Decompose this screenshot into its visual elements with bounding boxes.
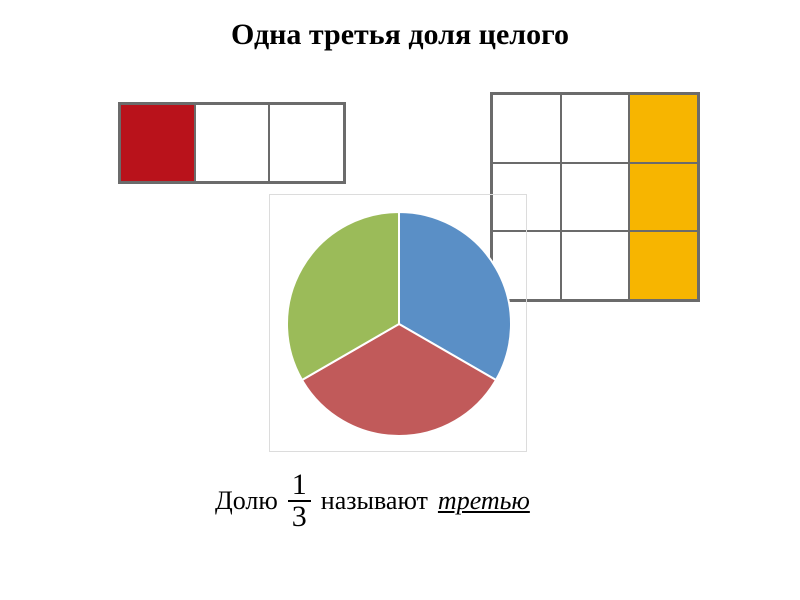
rectangle-thirds xyxy=(118,102,346,184)
page-title: Одна третья доля целого xyxy=(0,18,800,52)
caption: Долю 1 3 называют третью xyxy=(215,470,530,532)
caption-prefix: Долю xyxy=(215,486,278,516)
grid-cell xyxy=(561,163,630,232)
pie-chart xyxy=(269,194,527,452)
fraction-one-third: 1 3 xyxy=(288,470,311,532)
rect-cell-3 xyxy=(269,104,344,182)
fraction-denominator: 3 xyxy=(292,502,307,532)
page: Одна третья доля целого Долю 1 3 называю… xyxy=(0,0,800,600)
grid-cell xyxy=(561,94,630,163)
grid-cell xyxy=(561,231,630,300)
grid-cell xyxy=(629,163,698,232)
rect-cell-1 xyxy=(120,104,195,182)
grid-cell xyxy=(492,94,561,163)
fraction-numerator: 1 xyxy=(288,470,311,500)
grid-cell xyxy=(629,231,698,300)
rect-cell-2 xyxy=(195,104,270,182)
caption-middle: называют xyxy=(321,486,428,516)
caption-emphasis: третью xyxy=(438,486,530,516)
grid-cell xyxy=(629,94,698,163)
